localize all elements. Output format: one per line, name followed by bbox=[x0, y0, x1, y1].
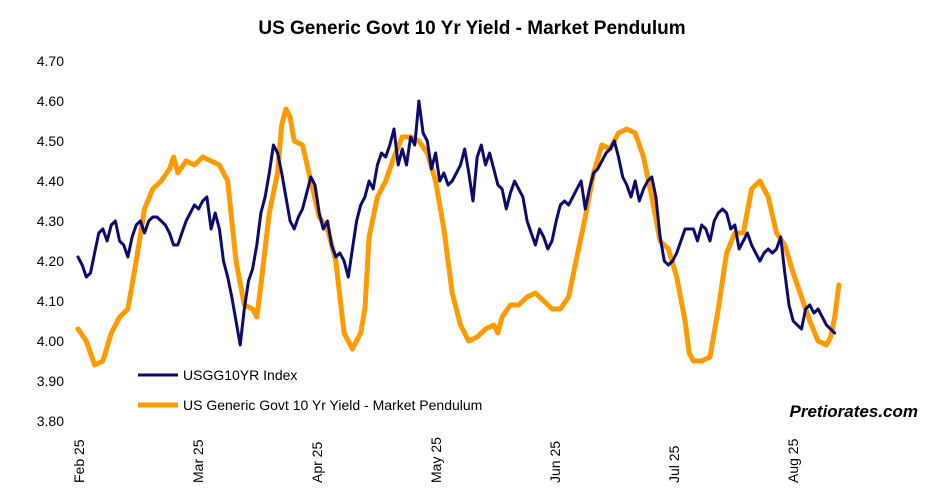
watermark-text: Pretiorates.com bbox=[790, 402, 919, 421]
y-tick-label: 3.90 bbox=[37, 373, 64, 389]
y-tick-label: 4.70 bbox=[37, 53, 64, 69]
x-tick-label: May 25 bbox=[428, 437, 444, 483]
y-tick-label: 4.50 bbox=[37, 133, 64, 149]
legend: USGG10YR Index US Generic Govt 10 Yr Yie… bbox=[138, 367, 482, 413]
x-tick-label: Jun 25 bbox=[547, 441, 563, 483]
y-tick-label: 3.80 bbox=[37, 413, 64, 429]
x-tick-label: Aug 25 bbox=[785, 438, 801, 483]
legend-label-usgg10yr: USGG10YR Index bbox=[183, 367, 297, 383]
x-tick-label: Apr 25 bbox=[309, 442, 325, 483]
x-tick-label: Feb 25 bbox=[71, 439, 87, 483]
y-tick-label: 4.20 bbox=[37, 253, 64, 269]
x-tick-label: Mar 25 bbox=[190, 439, 206, 483]
series-layer bbox=[75, 99, 842, 368]
chart-title: US Generic Govt 10 Yr Yield - Market Pen… bbox=[258, 18, 685, 39]
series-line-usgg10yr bbox=[76, 99, 837, 347]
y-axis: 4.70 4.60 4.50 4.40 4.30 4.20 4.10 4.00 3.90 3.80 bbox=[37, 53, 64, 429]
legend-label-pendulum: US Generic Govt 10 Yr Yield - Market Pen… bbox=[183, 397, 482, 413]
y-tick-label: 4.10 bbox=[37, 293, 64, 309]
y-tick-label: 4.60 bbox=[37, 93, 64, 109]
y-tick-label: 4.40 bbox=[37, 173, 64, 189]
x-axis: Feb 25 Mar 25 Apr 25 May 25 Jun 25 Jul 25 Aug … bbox=[71, 437, 801, 483]
x-tick-label: Jul 25 bbox=[666, 445, 682, 483]
y-tick-label: 4.30 bbox=[37, 213, 64, 229]
series-line-pendulum bbox=[75, 106, 842, 368]
y-tick-label: 4.00 bbox=[37, 333, 64, 349]
